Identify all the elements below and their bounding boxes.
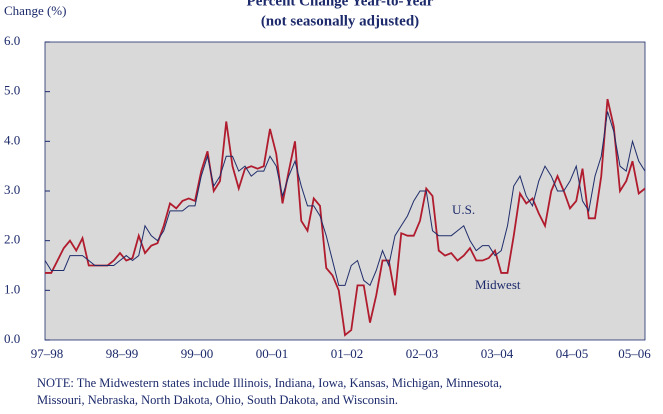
plot-area xyxy=(44,41,646,341)
x-tick-label: 03–04 xyxy=(481,346,514,361)
series-label: Midwest xyxy=(475,277,521,292)
chart-title: Percent Change Year-to-Year xyxy=(247,0,434,9)
line-series xyxy=(45,98,646,337)
line-series xyxy=(44,111,646,287)
y-tick-label: 0.0 xyxy=(4,331,20,346)
chart-subtitle: (not seasonally adjusted) xyxy=(261,13,419,29)
x-tick-label: 99–00 xyxy=(181,346,214,361)
y-tick-label: 5.0 xyxy=(4,83,20,98)
x-tick-label: 97–98 xyxy=(31,346,64,361)
x-tick-label: 05–06 xyxy=(618,346,651,361)
y-tick-label: 1.0 xyxy=(4,281,20,296)
y-tick-label: 6.0 xyxy=(4,33,20,48)
y-axis-label: Change (%) xyxy=(4,3,66,18)
x-tick-label: 01–02 xyxy=(331,346,364,361)
series-label: U.S. xyxy=(452,202,475,217)
x-tick-label: 00–01 xyxy=(256,346,289,361)
x-tick-label: 04–05 xyxy=(556,346,589,361)
y-tick-label: 2.0 xyxy=(4,232,20,247)
x-tick-label: 02–03 xyxy=(406,346,439,361)
y-tick-label: 4.0 xyxy=(4,132,20,147)
note: Missouri, Nebraska, North Dakota, Ohio, … xyxy=(37,393,398,407)
y-tick-label: 3.0 xyxy=(4,182,20,197)
x-tick-label: 98–99 xyxy=(106,346,139,361)
note: NOTE: The Midwestern states include Illi… xyxy=(37,376,502,390)
